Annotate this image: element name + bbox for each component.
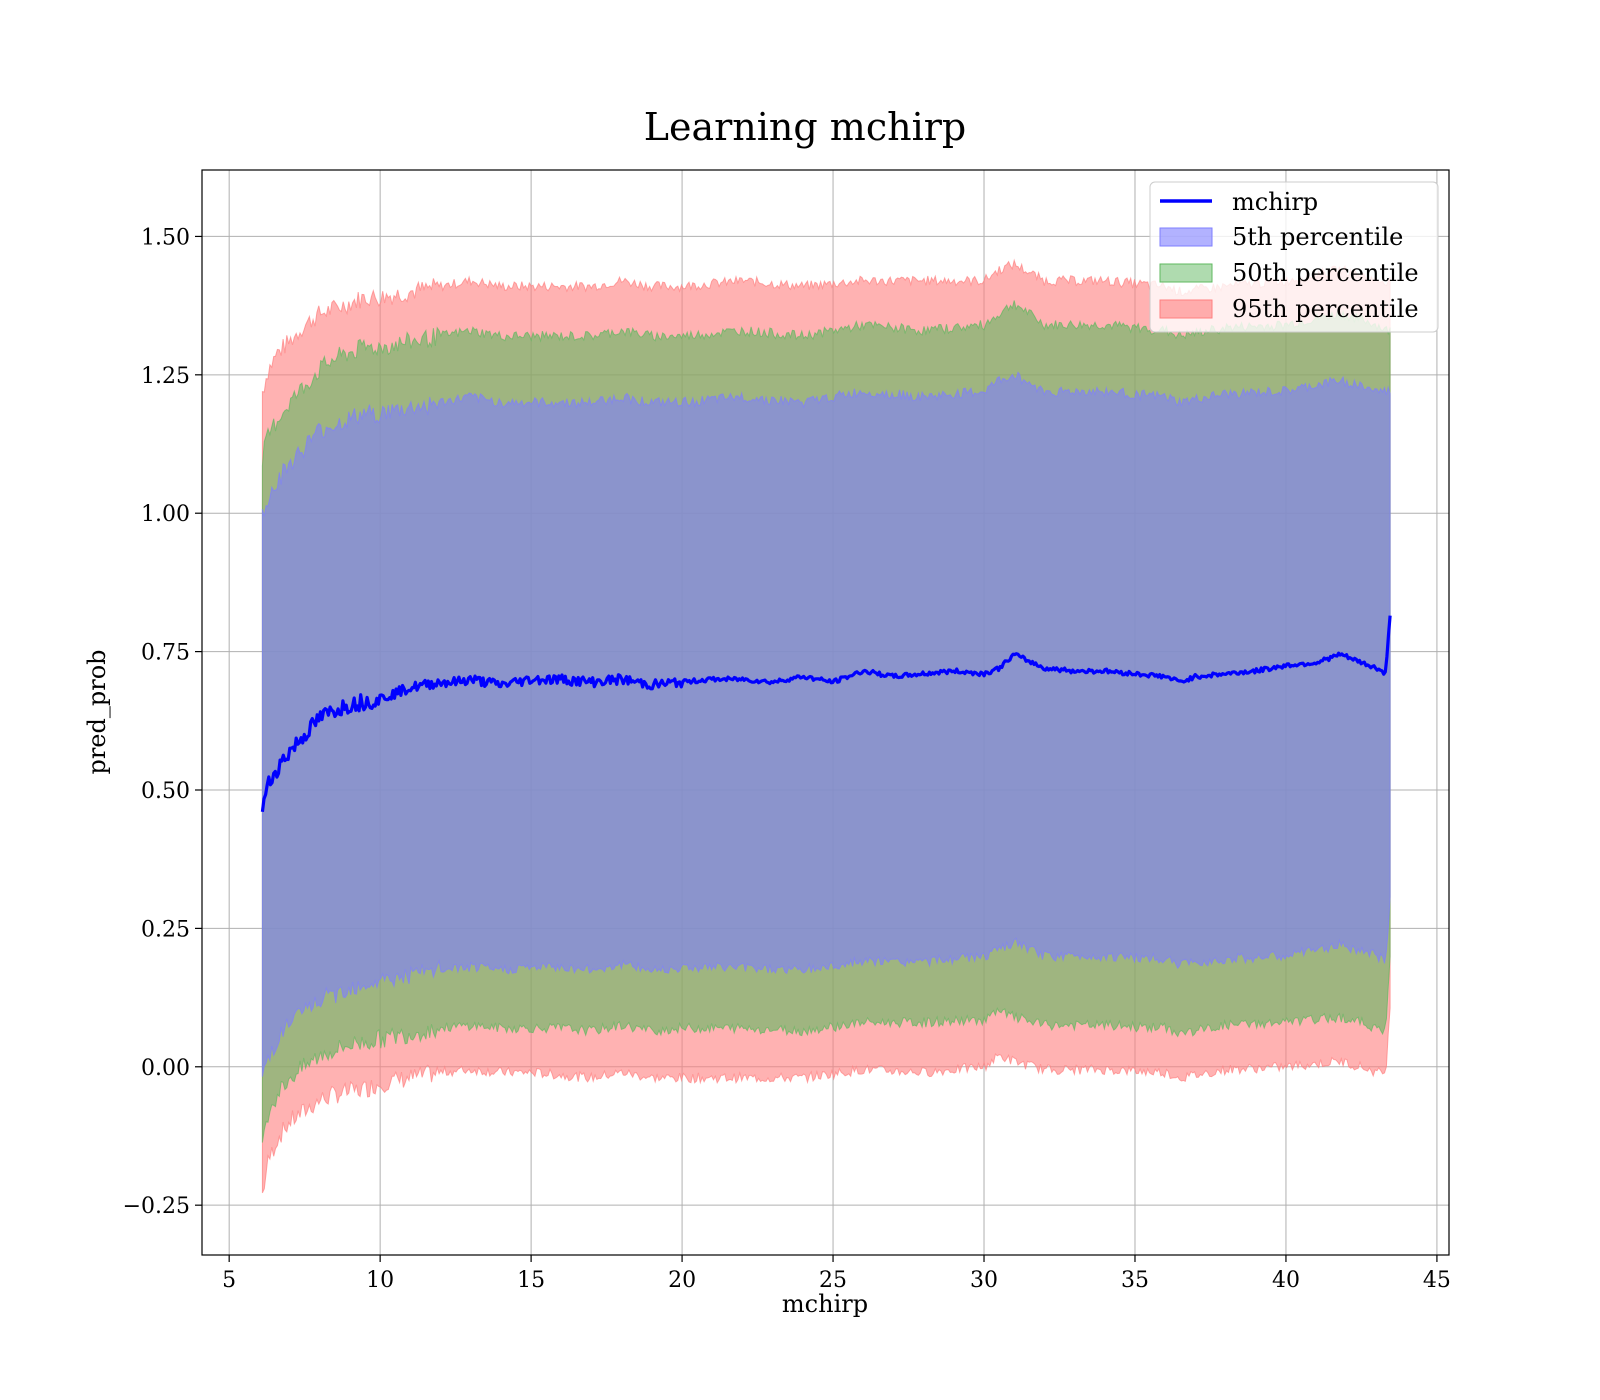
y-tick-label: 0.75 [141, 641, 190, 666]
x-tick-label: 5 [222, 1268, 236, 1293]
x-tick-label: 25 [819, 1268, 847, 1293]
chart-title: Learning mchirp [644, 105, 966, 149]
legend-swatch-5th [1159, 227, 1213, 247]
legend-swatch-50th [1159, 263, 1213, 283]
axis-ticks: 5 10 15 20 25 30 35 40 45 −0.25 0.00 0.25 0.50 0.75 1.… [123, 225, 1451, 1293]
line-mchirp [260, 615, 1392, 812]
x-tick-label: 15 [517, 1268, 545, 1293]
line-series [260, 615, 1392, 812]
legend-swatch-95th [1159, 299, 1213, 319]
x-tick-label: 40 [1272, 1268, 1300, 1293]
percentile-bands [261, 258, 1391, 1194]
x-tick-label: 45 [1423, 1268, 1451, 1293]
legend-label-mchirp: mchirp [1232, 188, 1318, 216]
legend-label-50th: 50th percentile [1232, 259, 1419, 287]
x-tick-label: 35 [1121, 1268, 1149, 1293]
y-tick-label: 0.25 [141, 917, 190, 942]
y-axis-label: pred_prob [83, 649, 111, 774]
y-tick-label: 0.00 [141, 1056, 190, 1081]
y-tick-label: 1.50 [141, 225, 190, 250]
y-tick-label: −0.25 [123, 1194, 190, 1219]
legend: mchirp 5th percentile 50th percentile 95… [1149, 181, 1439, 333]
band-5th-percentile [261, 371, 1391, 1077]
x-tick-label: 10 [366, 1268, 394, 1293]
y-tick-label: 1.00 [141, 502, 190, 527]
plot-frame [201, 169, 1450, 1256]
y-tick-label: 0.50 [141, 779, 190, 804]
x-tick-label: 20 [668, 1268, 696, 1293]
x-tick-label: 30 [970, 1268, 998, 1293]
y-tick-label: 1.25 [141, 364, 190, 389]
x-axis-label: mchirp [782, 1290, 868, 1318]
legend-label-5th: 5th percentile [1232, 223, 1403, 251]
legend-box [1149, 181, 1439, 333]
legend-label-95th: 95th percentile [1232, 295, 1419, 323]
